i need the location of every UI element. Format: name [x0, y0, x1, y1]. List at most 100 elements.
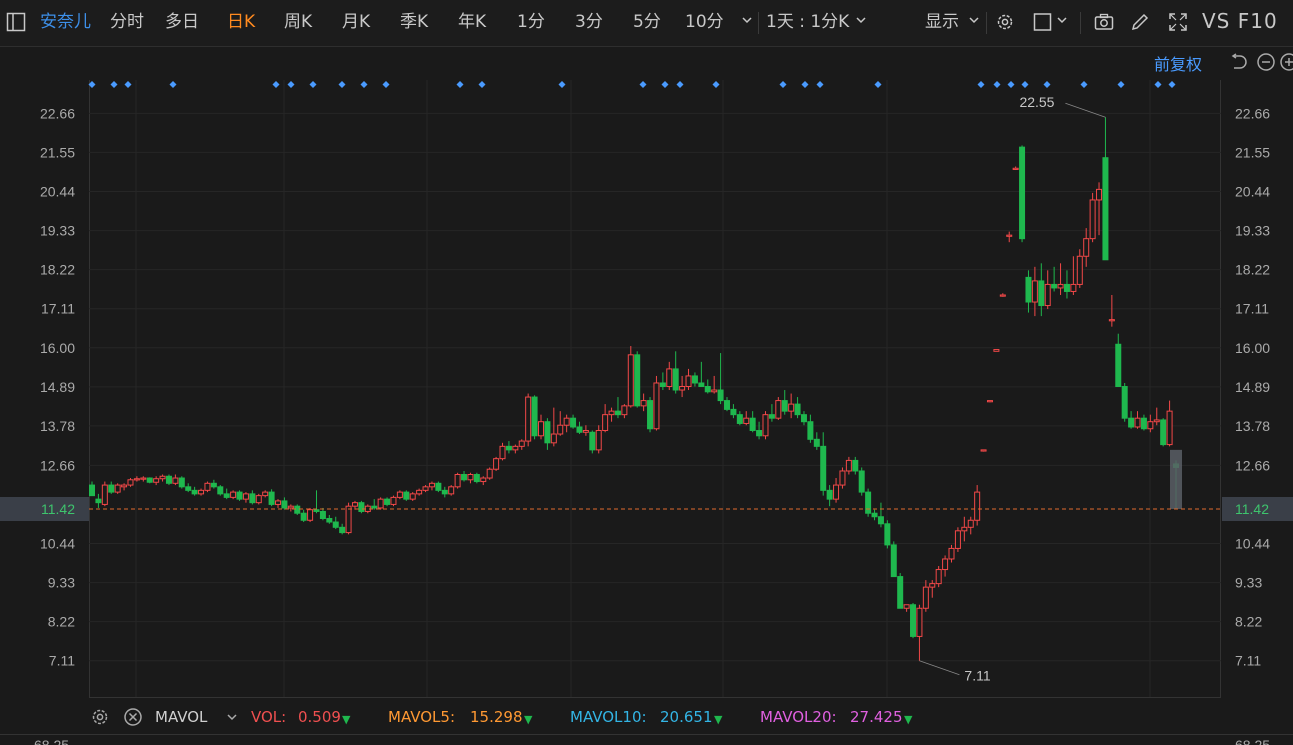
candle[interactable]: [608, 410, 615, 416]
candle[interactable]: [1025, 276, 1032, 303]
event-marker-icon[interactable]: [110, 81, 118, 88]
candle[interactable]: [916, 607, 923, 637]
candle[interactable]: [1153, 419, 1160, 423]
event-marker-icon[interactable]: [801, 81, 809, 88]
candle[interactable]: [647, 400, 654, 430]
event-marker-icon[interactable]: [712, 81, 720, 88]
candle[interactable]: [833, 484, 840, 500]
candle[interactable]: [974, 491, 981, 521]
candle[interactable]: [262, 491, 269, 497]
candle[interactable]: [159, 475, 166, 480]
event-marker-icon[interactable]: [676, 81, 684, 88]
candle[interactable]: [935, 569, 942, 585]
candle[interactable]: [576, 426, 583, 433]
candle[interactable]: [448, 486, 455, 495]
window-icon[interactable]: [1033, 12, 1053, 32]
candle[interactable]: [140, 477, 147, 480]
candle[interactable]: [95, 498, 102, 504]
candle[interactable]: [191, 489, 198, 495]
candle[interactable]: [146, 477, 153, 483]
tab-multi-day[interactable]: 多日: [165, 12, 199, 32]
candle[interactable]: [242, 493, 249, 500]
candle[interactable]: [1108, 319, 1115, 322]
candle[interactable]: [1140, 417, 1147, 430]
candle[interactable]: [839, 470, 846, 486]
tab-daily-k[interactable]: 日K: [227, 12, 256, 32]
event-marker-icon[interactable]: [169, 81, 177, 88]
candle[interactable]: [659, 382, 666, 388]
event-markers[interactable]: [88, 81, 1176, 88]
candle[interactable]: [416, 489, 423, 495]
candle[interactable]: [121, 484, 128, 488]
event-marker-icon[interactable]: [993, 81, 1001, 88]
candle[interactable]: [845, 459, 852, 472]
candle[interactable]: [775, 400, 782, 419]
event-marker-icon[interactable]: [287, 81, 295, 88]
candle[interactable]: [287, 505, 294, 509]
candle[interactable]: [473, 474, 480, 483]
undo-icon[interactable]: [1228, 52, 1248, 72]
period-more-chevron-icon[interactable]: [741, 14, 753, 26]
event-marker-icon[interactable]: [478, 81, 486, 88]
candles[interactable]: [89, 117, 1183, 661]
candle[interactable]: [339, 526, 346, 534]
candle[interactable]: [884, 523, 891, 546]
candle[interactable]: [409, 493, 416, 500]
candle[interactable]: [717, 389, 724, 402]
display-menu[interactable]: 显示: [925, 12, 959, 32]
candle[interactable]: [570, 417, 577, 428]
candle[interactable]: [230, 491, 237, 498]
candle[interactable]: [961, 526, 968, 532]
candle[interactable]: [1031, 280, 1038, 303]
candle[interactable]: [326, 518, 333, 523]
close-icon[interactable]: [123, 707, 143, 727]
combo-period[interactable]: 1天 : 1分K: [766, 12, 850, 32]
candle[interactable]: [749, 417, 756, 432]
candle[interactable]: [589, 431, 596, 451]
candle[interactable]: [1160, 419, 1167, 446]
candle[interactable]: [1063, 283, 1070, 292]
candle[interactable]: [499, 445, 506, 460]
candle[interactable]: [114, 484, 121, 493]
candle[interactable]: [1115, 343, 1122, 388]
event-marker-icon[interactable]: [1043, 81, 1051, 88]
candle[interactable]: [986, 400, 993, 403]
candle[interactable]: [897, 576, 904, 609]
gear-icon[interactable]: [995, 12, 1015, 32]
candle[interactable]: [768, 414, 775, 419]
event-marker-icon[interactable]: [1080, 81, 1088, 88]
candle[interactable]: [351, 502, 358, 507]
candle[interactable]: [563, 417, 570, 426]
candle[interactable]: [377, 498, 384, 509]
event-marker-icon[interactable]: [124, 81, 132, 88]
tab-weekly-k[interactable]: 周K: [284, 12, 313, 32]
candle[interactable]: [614, 410, 621, 416]
tab-monthly-k[interactable]: 月K: [342, 12, 371, 32]
candle[interactable]: [858, 470, 865, 493]
candle[interactable]: [544, 421, 551, 444]
candle[interactable]: [910, 604, 917, 637]
candle[interactable]: [185, 486, 192, 491]
candle[interactable]: [704, 386, 711, 393]
event-marker-icon[interactable]: [360, 81, 368, 88]
candle[interactable]: [332, 521, 339, 528]
candle[interactable]: [743, 417, 750, 424]
candle[interactable]: [1019, 146, 1026, 240]
candle[interactable]: [1057, 283, 1064, 289]
candle[interactable]: [505, 445, 512, 451]
candle[interactable]: [358, 502, 365, 512]
candle[interactable]: [89, 484, 95, 497]
tab-3min[interactable]: 3分: [575, 12, 603, 32]
candle[interactable]: [922, 586, 929, 609]
candle[interactable]: [865, 491, 872, 514]
candle[interactable]: [698, 382, 705, 388]
candle[interactable]: [999, 294, 1006, 297]
candle[interactable]: [133, 478, 140, 481]
candle[interactable]: [345, 505, 352, 534]
candle[interactable]: [929, 583, 936, 588]
candle[interactable]: [736, 414, 743, 424]
camera-icon[interactable]: [1094, 12, 1114, 32]
event-marker-icon[interactable]: [1154, 81, 1162, 88]
candle[interactable]: [1096, 188, 1103, 201]
candle[interactable]: [877, 516, 884, 525]
